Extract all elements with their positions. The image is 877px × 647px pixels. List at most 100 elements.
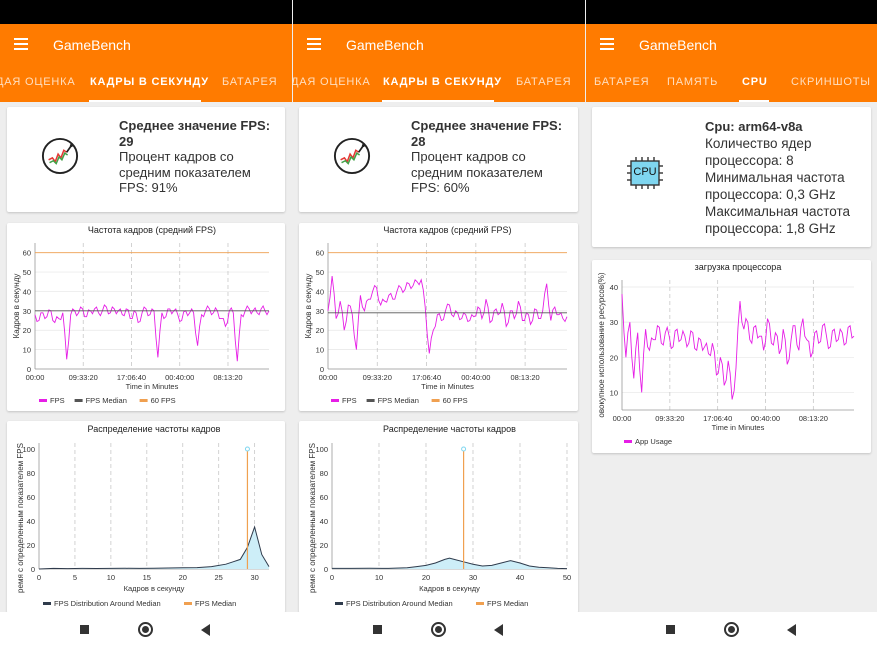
y-tick-label: 30	[316, 307, 324, 316]
recents-button[interactable]	[80, 625, 89, 634]
y-tick-label: 20	[23, 326, 31, 335]
menu-icon[interactable]	[307, 38, 321, 50]
y-tick-label: 40	[27, 517, 35, 526]
y-tick-label: 80	[320, 469, 328, 478]
fps-summary-text: Среднее значение FPS: 29 Процент кадров …	[119, 118, 283, 196]
x-tick-label: 50	[563, 573, 571, 582]
y-tick-label: 20	[610, 353, 618, 362]
panel-fps-2: GameBench ДАЯ ОЦЕНКА КАДРЫ В СЕКУНДУ БАТ…	[293, 0, 585, 612]
x-tick-label: 08:13:20	[213, 373, 242, 382]
y-tick-label: 60	[316, 249, 324, 258]
fps-line-chart: Частота кадров (средний FPS) 0 10 20 30 40 50 6…	[12, 225, 270, 405]
home-button[interactable]	[431, 622, 446, 637]
summary-line: FPS: 60%	[411, 180, 470, 195]
x-tick-label: 40	[516, 573, 524, 582]
x-tick-label: 00:40:00	[751, 414, 780, 423]
x-tick-label: 00:40:00	[165, 373, 194, 382]
x-tick-label: 15	[143, 573, 151, 582]
menu-icon[interactable]	[14, 38, 28, 50]
cpu-usage-chart: загрузка процессора 10 20 30 40 00:00 09:33:20…	[597, 262, 855, 446]
y-tick-label: 20	[27, 541, 35, 550]
fps-line-chart: Частота кадров (средний FPS) 0 10 20 30 40 50 6…	[304, 225, 568, 405]
y-tick-label: 60	[320, 493, 328, 502]
x-tick-label: 30	[250, 573, 258, 582]
x-tick-label: 00:00	[319, 373, 338, 382]
chart-title: загрузка процессора	[695, 262, 782, 272]
y-tick-label: 40	[316, 287, 324, 296]
fps-distribution-chart: Распределение частоты кадров020406080100…	[16, 424, 270, 608]
home-button[interactable]	[138, 622, 153, 637]
summary-line: процессора: 1,8 GHz	[705, 221, 836, 236]
tab-cpu[interactable]: CPU	[742, 76, 768, 88]
legend-swatch	[476, 602, 484, 605]
tab-fps[interactable]: КАДРЫ В СЕКУНДУ	[383, 76, 502, 88]
legend-label: 60 FPS	[151, 396, 176, 405]
fps-series-line	[621, 294, 855, 400]
fps-chart-card: Частота кадров (средний FPS) 0 10 20 30 40 50 6…	[299, 223, 578, 411]
y-tick-label: 30	[23, 307, 31, 316]
median-marker-point	[461, 446, 467, 452]
y-axis-label: Кадров в секунду	[304, 274, 313, 339]
y-tick-label: 20	[320, 541, 328, 550]
tab-battery[interactable]: БАТАРЕЯ	[516, 76, 572, 88]
x-tick-label: 08:13:20	[511, 373, 540, 382]
tab-screenshots[interactable]: СКРИНШОТЫ	[791, 76, 871, 88]
y-tick-label: 10	[316, 346, 324, 355]
back-button[interactable]	[494, 624, 503, 636]
x-tick-label: 10	[375, 573, 383, 582]
recents-button[interactable]	[373, 625, 382, 634]
y-tick-label: 40	[23, 287, 31, 296]
cpu-summary-card: CPU Cpu: arm64-v8a Количество ядер проце…	[592, 107, 871, 247]
home-button[interactable]	[724, 622, 739, 637]
y-tick-label: 60	[27, 493, 35, 502]
y-tick-label: 80	[27, 469, 35, 478]
legend-swatch	[184, 602, 192, 605]
menu-icon[interactable]	[600, 38, 614, 50]
y-axis-label: овокупное использование ресурсов(%)	[597, 272, 606, 417]
x-tick-label: 09:33:20	[655, 414, 684, 423]
legend-swatch	[43, 602, 51, 605]
legend-label: App Usage	[635, 437, 672, 446]
x-tick-label: 00:00	[613, 414, 632, 423]
legend-label: FPS Distribution Around Median	[54, 599, 161, 608]
tab-fps[interactable]: КАДРЫ В СЕКУНДУ	[90, 76, 209, 88]
y-tick-label: 0	[320, 365, 324, 374]
legend-label: FPS Distribution Around Median	[346, 599, 453, 608]
tab-rating[interactable]: ДАЯ ОЦЕНКА	[0, 76, 76, 88]
fps-gauge-icon	[333, 137, 371, 175]
tab-battery[interactable]: БАТАРЕЯ	[222, 76, 278, 88]
panel-fps-1: GameBench ДАЯ ОЦЕНКА КАДРЫ В СЕКУНДУ БАТ…	[0, 0, 292, 612]
recents-button[interactable]	[666, 625, 675, 634]
cpu-icon-label: CPU	[633, 166, 657, 178]
x-tick-label: 0	[37, 573, 41, 582]
summary-line: средним показателем	[411, 164, 543, 180]
x-tick-label: 17:06:40	[117, 373, 146, 382]
back-button[interactable]	[201, 624, 210, 636]
tab-memory[interactable]: ПАМЯТЬ	[667, 76, 719, 88]
chart-title: Распределение частоты кадров	[383, 424, 516, 434]
tab-rating[interactable]: ДАЯ ОЦЕНКА	[293, 76, 371, 88]
x-axis-label: Кадров в секунду	[124, 584, 185, 593]
y-axis-label: ремя с определенным показателем FPS	[16, 443, 25, 593]
fps-gauge-icon	[41, 137, 79, 175]
cpu-chip-icon: CPU	[626, 155, 664, 191]
legend-swatch	[139, 399, 148, 402]
x-tick-label: 20	[179, 573, 187, 582]
cpu-chart-card: загрузка процессора 10 20 30 40 00:00 09:33:20…	[592, 260, 871, 453]
app-bar: GameBench	[293, 24, 585, 66]
x-tick-label: 10	[107, 573, 115, 582]
x-axis-label: Time in Minutes	[126, 382, 179, 391]
back-button[interactable]	[787, 624, 796, 636]
distribution-area	[39, 527, 269, 569]
legend-swatch	[431, 399, 440, 402]
y-tick-label: 0	[27, 365, 31, 374]
navigation-bar	[0, 612, 877, 647]
x-tick-label: 00:40:00	[461, 373, 490, 382]
y-tick-label: 20	[316, 326, 324, 335]
status-bar	[293, 0, 585, 24]
average-fps: Среднее значение FPS: 29	[119, 118, 271, 149]
tab-battery[interactable]: БАТАРЕЯ	[594, 76, 650, 88]
x-axis-label: Time in Minutes	[712, 423, 765, 432]
legend-label: FPS	[50, 396, 65, 405]
tab-bar: ДАЯ ОЦЕНКА КАДРЫ В СЕКУНДУ БАТАРЕЯ	[0, 66, 292, 102]
